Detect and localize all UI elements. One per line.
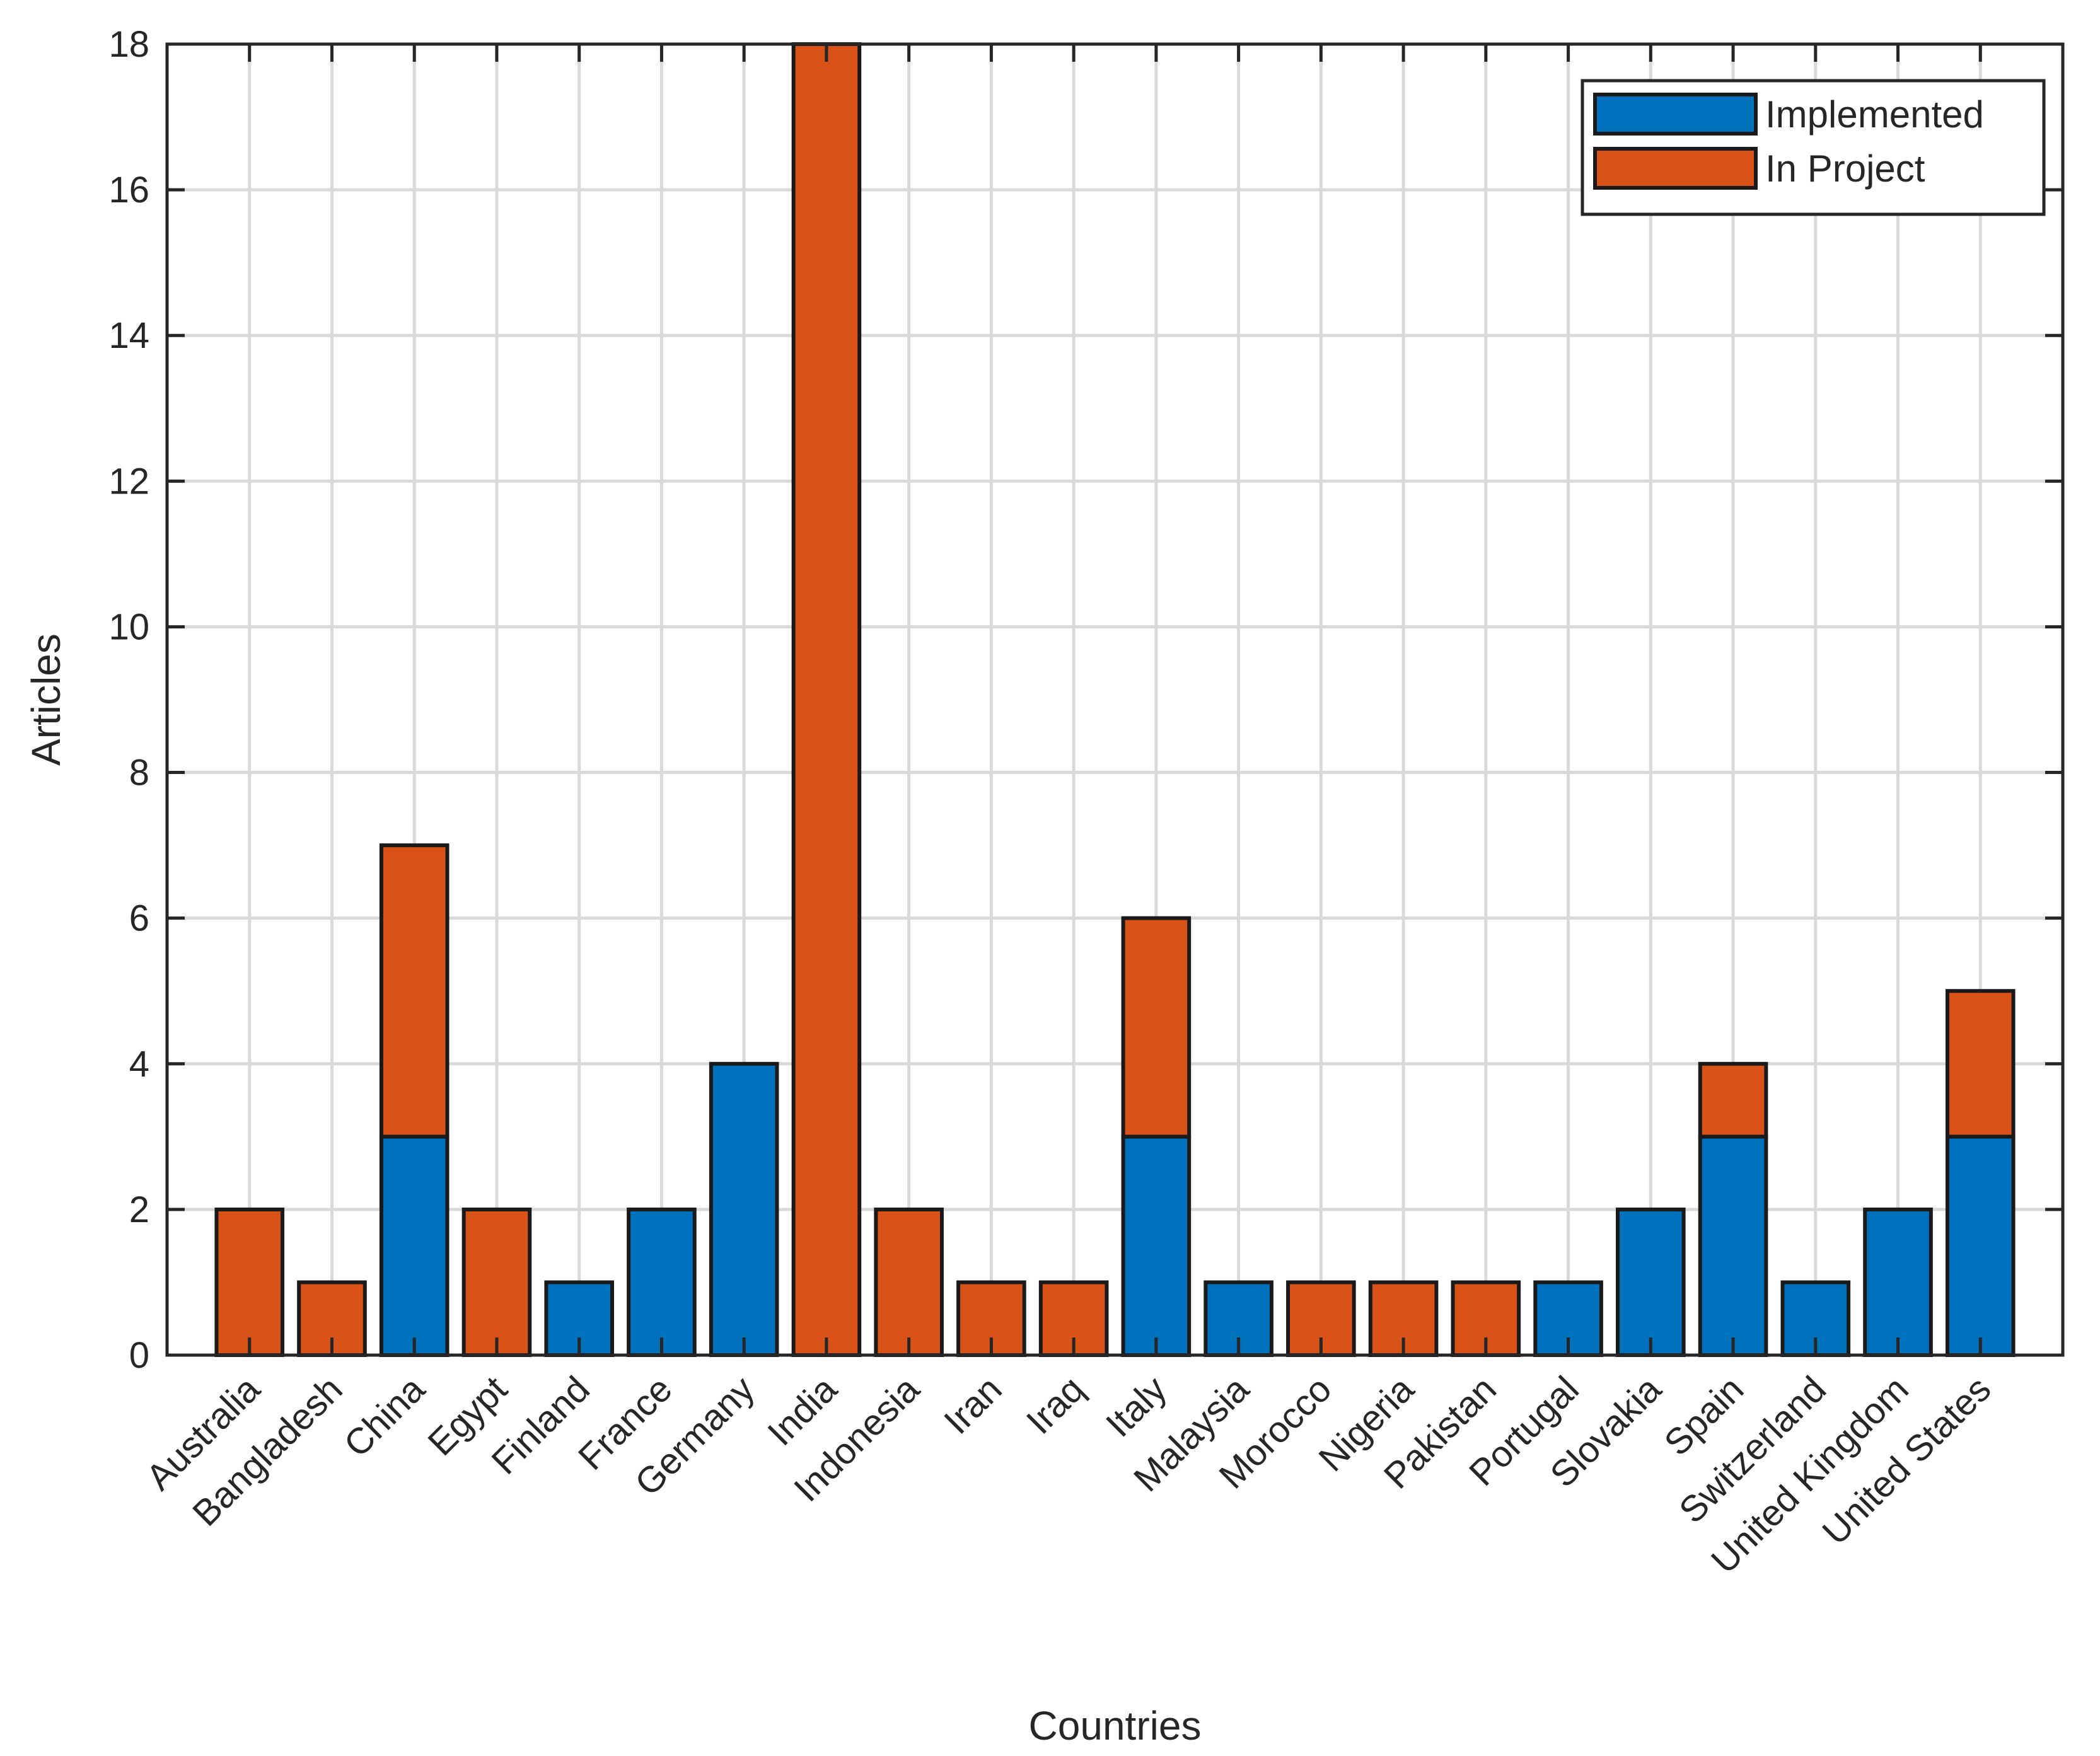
axes-box <box>165 42 2065 1357</box>
legend-label-implemented: Implemented <box>1765 93 1984 136</box>
bar-italy-in-project <box>1121 916 1192 1139</box>
bar-slovakia-implemented <box>1616 1207 1686 1358</box>
y-tick-label: 16 <box>108 170 149 211</box>
y-tick-labels: 0 2 4 6 8 10 12 14 16 18 <box>108 24 149 1376</box>
bar-india-in-project <box>791 42 862 1357</box>
y-tick-label: 2 <box>129 1189 149 1230</box>
legend: Implemented In Project <box>1581 79 2046 216</box>
axis-ticks <box>167 42 2063 1357</box>
y-tick-label: 10 <box>108 606 149 647</box>
bar-indonesia-in-project <box>874 1207 944 1358</box>
bar-spain-implemented <box>1698 1135 1768 1358</box>
bar-united-states-in-project <box>1945 989 2016 1139</box>
bar-germany-implemented <box>709 1061 779 1358</box>
legend-swatch-implemented <box>1593 93 1758 136</box>
legend-swatch-in-project <box>1593 147 1758 190</box>
y-tick-label: 6 <box>129 898 149 939</box>
y-tick-label: 8 <box>129 753 149 794</box>
bar-china-implemented <box>379 1135 450 1358</box>
bars <box>214 42 2016 1358</box>
legend-label-in-project: In Project <box>1765 147 1925 190</box>
y-tick-label: 0 <box>129 1335 149 1376</box>
bar-united-states-implemented <box>1945 1135 2016 1358</box>
bar-egypt-in-project <box>461 1207 532 1358</box>
bar-china-in-project <box>379 843 450 1139</box>
x-axis-title: Countries <box>1029 1703 1202 1748</box>
y-tick-label: 14 <box>108 315 149 356</box>
y-tick-label: 4 <box>129 1044 149 1085</box>
y-axis-title: Articles <box>23 633 69 766</box>
bar-france-implemented <box>627 1207 697 1358</box>
y-tick-label: 18 <box>108 24 149 65</box>
y-tick-label: 12 <box>108 461 149 502</box>
bar-united-kingdom-implemented <box>1863 1207 1933 1358</box>
bar-spain-in-project <box>1698 1061 1768 1139</box>
bar-italy-implemented <box>1121 1135 1192 1358</box>
bar-australia-in-project <box>214 1207 285 1358</box>
